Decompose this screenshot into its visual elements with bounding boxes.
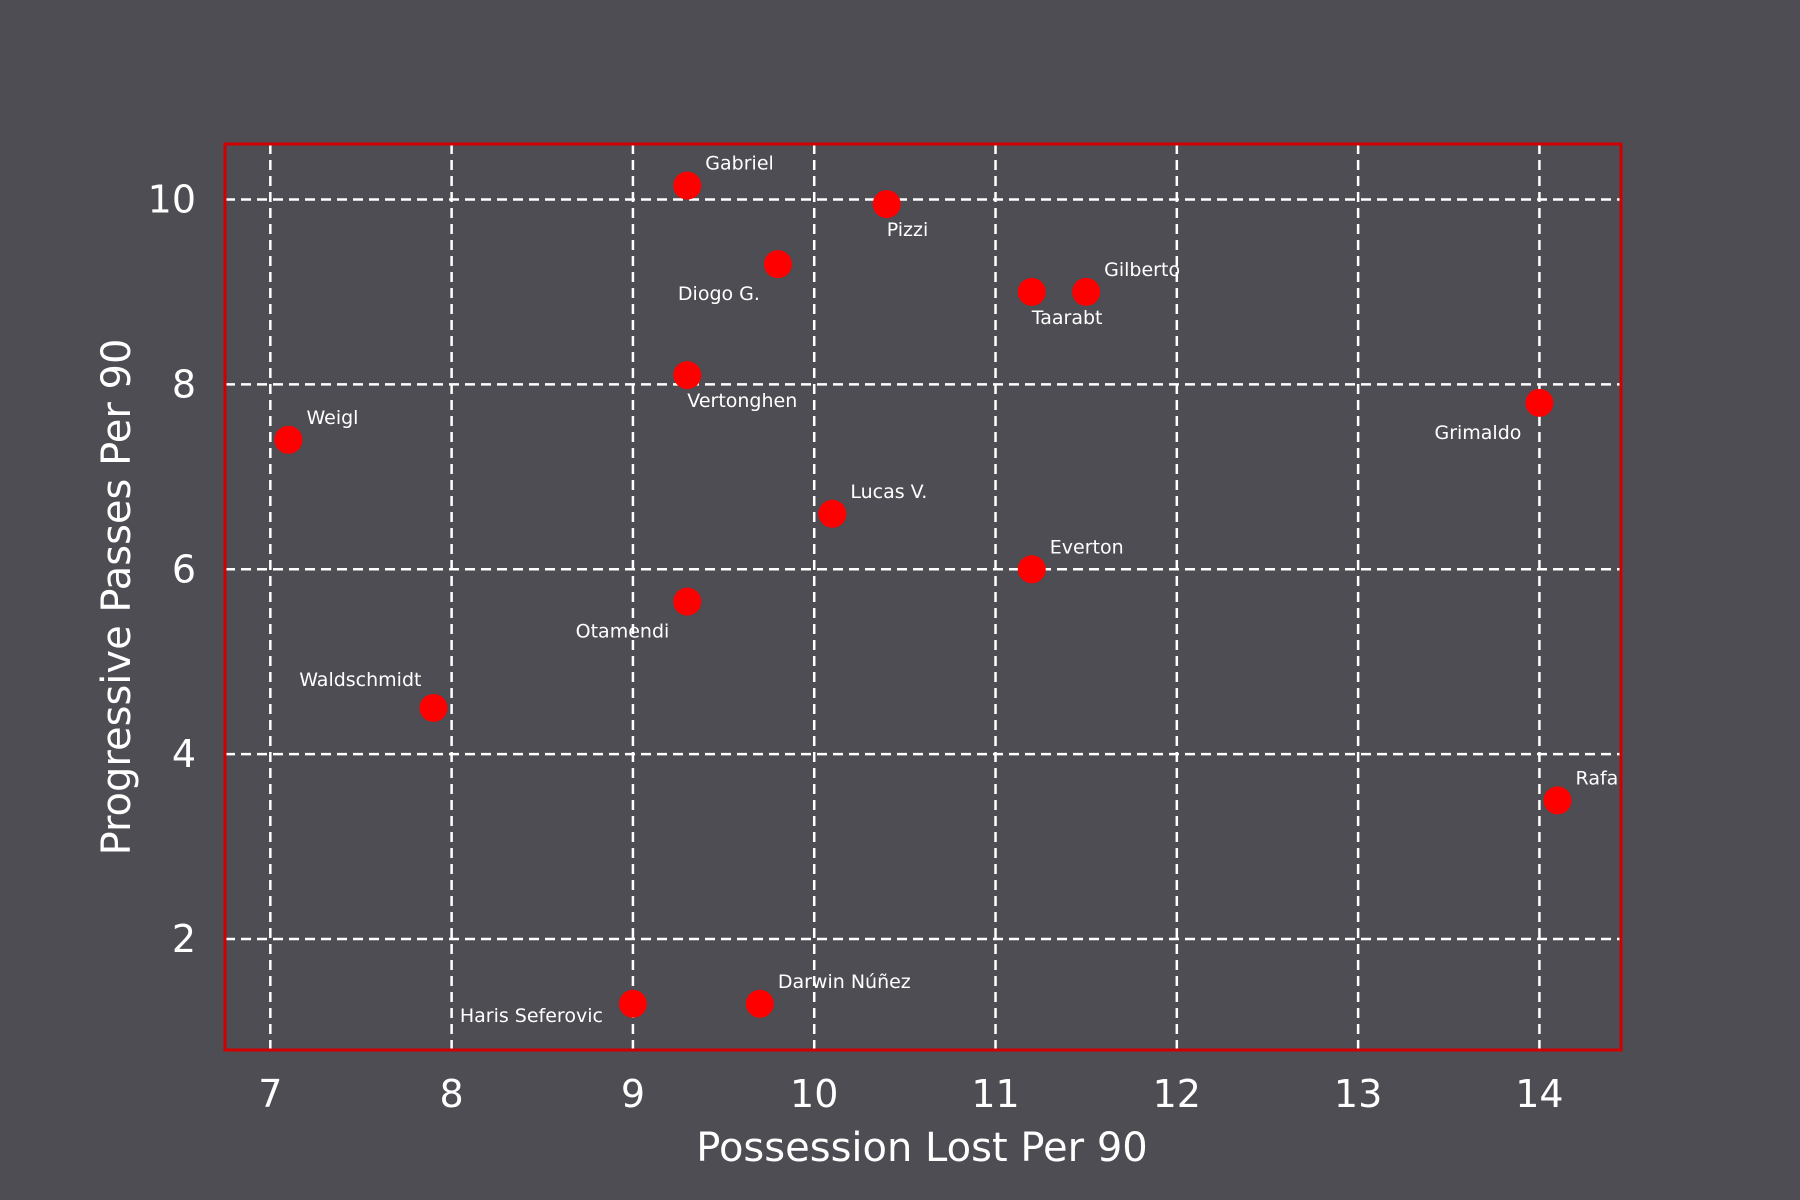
data-points [274, 171, 1572, 1018]
data-point [745, 989, 774, 1018]
point-label: Otamendi [576, 621, 670, 643]
data-point [763, 250, 792, 279]
point-labels: Gabriel Pizzi Diogo G. Taarabt Gilberto Verto… [299, 153, 1618, 1027]
data-point [274, 425, 303, 454]
data-point [673, 171, 702, 200]
x-tick-label: 11 [971, 1072, 1019, 1116]
data-point [1072, 277, 1101, 306]
data-point [673, 587, 702, 616]
point-label: Pizzi [887, 219, 929, 241]
point-label: Lucas V. [850, 481, 927, 503]
y-tick-label: 10 [148, 177, 196, 221]
point-label: Grimaldo [1434, 422, 1521, 444]
data-point [1017, 555, 1046, 584]
y-tick-label: 6 [172, 547, 196, 591]
point-label: Diogo G. [678, 283, 760, 305]
point-label: Everton [1050, 536, 1124, 558]
point-label: Weigl [306, 407, 358, 429]
y-axis-ticks: 2 4 6 8 10 [148, 177, 196, 961]
point-label: Vertonghen [687, 390, 797, 412]
x-tick-label: 13 [1334, 1072, 1382, 1116]
point-label: Gabriel [705, 153, 774, 175]
point-label: Taarabt [1031, 307, 1103, 329]
x-tick-label: 10 [790, 1072, 838, 1116]
x-tick-label: 12 [1153, 1072, 1201, 1116]
data-point [1543, 786, 1572, 815]
plot-frame [223, 142, 1623, 1052]
point-label: Haris Seferovic [460, 1005, 603, 1027]
x-tick-label: 8 [440, 1072, 464, 1116]
data-point [1017, 277, 1046, 306]
y-tick-label: 4 [172, 732, 196, 776]
point-label: Waldschmidt [299, 669, 421, 691]
grid [225, 144, 1621, 1050]
x-tick-label: 9 [621, 1072, 645, 1116]
point-label: Darwin Núñez [778, 971, 911, 993]
point-label: Gilberto [1104, 259, 1180, 281]
data-point [818, 499, 847, 528]
y-tick-label: 2 [172, 917, 196, 961]
x-tick-label: 14 [1515, 1072, 1563, 1116]
x-axis-ticks: 7 8 9 10 11 12 13 14 [258, 1072, 1563, 1116]
x-tick-label: 7 [258, 1072, 282, 1116]
point-label: Rafa [1576, 767, 1619, 789]
data-point [673, 361, 702, 390]
x-axis-title: Possession Lost Per 90 [696, 1125, 1147, 1171]
data-point [1525, 388, 1554, 417]
data-point [872, 190, 901, 219]
data-point [618, 989, 647, 1018]
y-tick-label: 8 [172, 362, 196, 406]
y-axis-title: Progressive Passes Per 90 [94, 339, 140, 856]
data-point [419, 693, 448, 722]
